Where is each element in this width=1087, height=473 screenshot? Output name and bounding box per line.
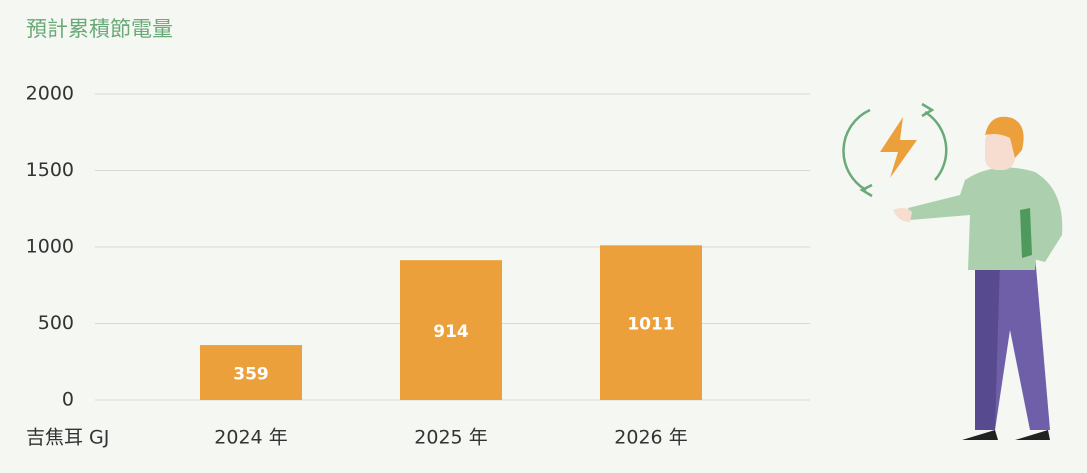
y-tick-label: 1500 [26, 159, 74, 181]
x-tick-label: 2026 年 [614, 427, 687, 449]
bar [200, 345, 302, 400]
y-tick-label: 2000 [26, 83, 74, 105]
bar [400, 260, 502, 400]
value-label: 914 [433, 322, 469, 342]
y-tick-label: 0 [62, 389, 74, 411]
value-label: 1011 [627, 315, 674, 335]
y-tick-label: 1000 [26, 236, 74, 258]
x-tick-label: 2024 年 [214, 427, 287, 449]
bar [600, 245, 702, 400]
illustration [842, 102, 1063, 440]
value-label: 359 [233, 365, 269, 385]
chart-title: 預計累積節電量 [26, 17, 173, 41]
y-axis-label: 吉焦耳 GJ [26, 427, 109, 449]
y-tick-label: 500 [38, 312, 74, 334]
x-tick-label: 2025 年 [414, 427, 487, 449]
